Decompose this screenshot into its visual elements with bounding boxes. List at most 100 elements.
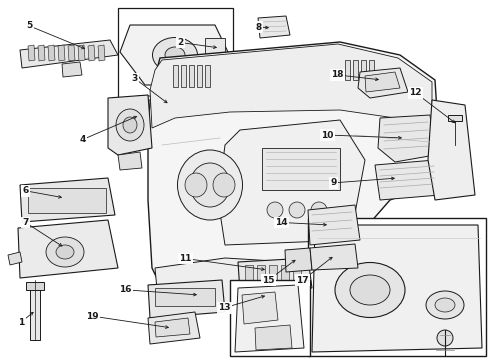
Text: 13: 13 — [218, 303, 231, 312]
Text: 19: 19 — [86, 311, 98, 320]
Text: 12: 12 — [409, 88, 422, 97]
Bar — [262, 148, 340, 190]
Ellipse shape — [165, 47, 185, 63]
Polygon shape — [20, 178, 115, 222]
Text: 7: 7 — [22, 218, 29, 227]
Polygon shape — [58, 45, 65, 61]
Ellipse shape — [177, 150, 243, 220]
Bar — [197, 65, 202, 87]
Polygon shape — [68, 45, 75, 61]
Polygon shape — [148, 280, 225, 318]
Bar — [26, 282, 44, 290]
Polygon shape — [88, 45, 95, 61]
Bar — [155, 288, 215, 306]
Bar — [181, 65, 186, 87]
Polygon shape — [155, 318, 190, 337]
Bar — [361, 60, 366, 80]
Bar — [353, 60, 358, 80]
Ellipse shape — [116, 109, 144, 141]
Circle shape — [289, 202, 305, 218]
Circle shape — [311, 202, 327, 218]
Polygon shape — [375, 160, 440, 200]
Polygon shape — [140, 100, 152, 113]
Polygon shape — [242, 292, 278, 324]
Polygon shape — [78, 45, 85, 61]
Bar — [245, 265, 253, 283]
Polygon shape — [48, 45, 55, 61]
Text: 18: 18 — [331, 71, 343, 79]
Polygon shape — [108, 95, 152, 155]
Bar — [28, 188, 106, 213]
Polygon shape — [150, 44, 432, 130]
Polygon shape — [8, 252, 22, 265]
Circle shape — [267, 202, 283, 218]
Polygon shape — [20, 40, 118, 68]
Text: 4: 4 — [79, 135, 86, 144]
Polygon shape — [235, 285, 304, 352]
Text: 3: 3 — [132, 74, 138, 83]
Ellipse shape — [435, 298, 455, 312]
Polygon shape — [62, 62, 82, 77]
Ellipse shape — [46, 237, 84, 267]
Text: 14: 14 — [275, 218, 288, 227]
Polygon shape — [310, 244, 358, 270]
Bar — [205, 65, 210, 87]
Polygon shape — [38, 45, 45, 61]
Polygon shape — [28, 45, 35, 61]
Text: 11: 11 — [179, 254, 192, 263]
Bar — [369, 60, 374, 80]
Ellipse shape — [152, 37, 197, 72]
Text: 6: 6 — [23, 186, 28, 195]
Polygon shape — [238, 258, 312, 292]
Polygon shape — [98, 45, 105, 61]
Bar — [448, 115, 462, 121]
Bar — [281, 265, 289, 283]
Polygon shape — [148, 312, 200, 344]
Polygon shape — [365, 72, 400, 92]
Polygon shape — [428, 100, 475, 200]
Text: 15: 15 — [262, 276, 275, 284]
Polygon shape — [258, 16, 290, 38]
Text: 1: 1 — [18, 318, 24, 327]
Text: 16: 16 — [119, 285, 131, 294]
Bar — [230, 280, 310, 356]
Ellipse shape — [426, 291, 464, 319]
Ellipse shape — [350, 275, 390, 305]
Ellipse shape — [56, 245, 74, 259]
Text: 17: 17 — [296, 276, 309, 284]
Polygon shape — [18, 220, 118, 278]
Polygon shape — [136, 96, 172, 118]
Text: 9: 9 — [330, 178, 337, 187]
Polygon shape — [120, 25, 228, 85]
Text: 8: 8 — [256, 22, 262, 31]
Bar — [345, 60, 350, 80]
Ellipse shape — [185, 173, 207, 197]
Polygon shape — [312, 225, 482, 352]
Polygon shape — [255, 325, 292, 350]
Polygon shape — [218, 120, 365, 245]
Bar — [118, 8, 233, 126]
Text: 2: 2 — [177, 38, 183, 47]
Polygon shape — [155, 255, 428, 310]
Polygon shape — [358, 68, 408, 98]
Circle shape — [437, 330, 453, 346]
Bar — [308, 218, 486, 356]
Bar — [293, 265, 301, 283]
Text: 5: 5 — [26, 22, 32, 31]
Polygon shape — [148, 42, 440, 305]
Ellipse shape — [123, 117, 137, 133]
Bar — [257, 265, 265, 283]
Ellipse shape — [213, 173, 235, 197]
Polygon shape — [205, 38, 225, 68]
Polygon shape — [118, 152, 142, 170]
Bar — [189, 65, 194, 87]
Polygon shape — [308, 205, 360, 245]
Ellipse shape — [335, 262, 405, 318]
Text: 10: 10 — [321, 130, 334, 139]
Bar — [30, 285, 40, 340]
Polygon shape — [378, 115, 435, 162]
Bar — [173, 65, 178, 87]
Polygon shape — [285, 248, 312, 272]
Bar — [269, 265, 277, 283]
Ellipse shape — [190, 163, 230, 207]
